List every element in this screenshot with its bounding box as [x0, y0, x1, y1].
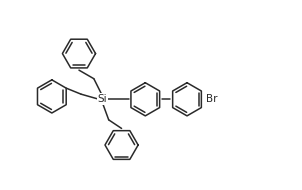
Text: Br: Br: [206, 94, 217, 104]
Text: Si: Si: [98, 94, 107, 104]
